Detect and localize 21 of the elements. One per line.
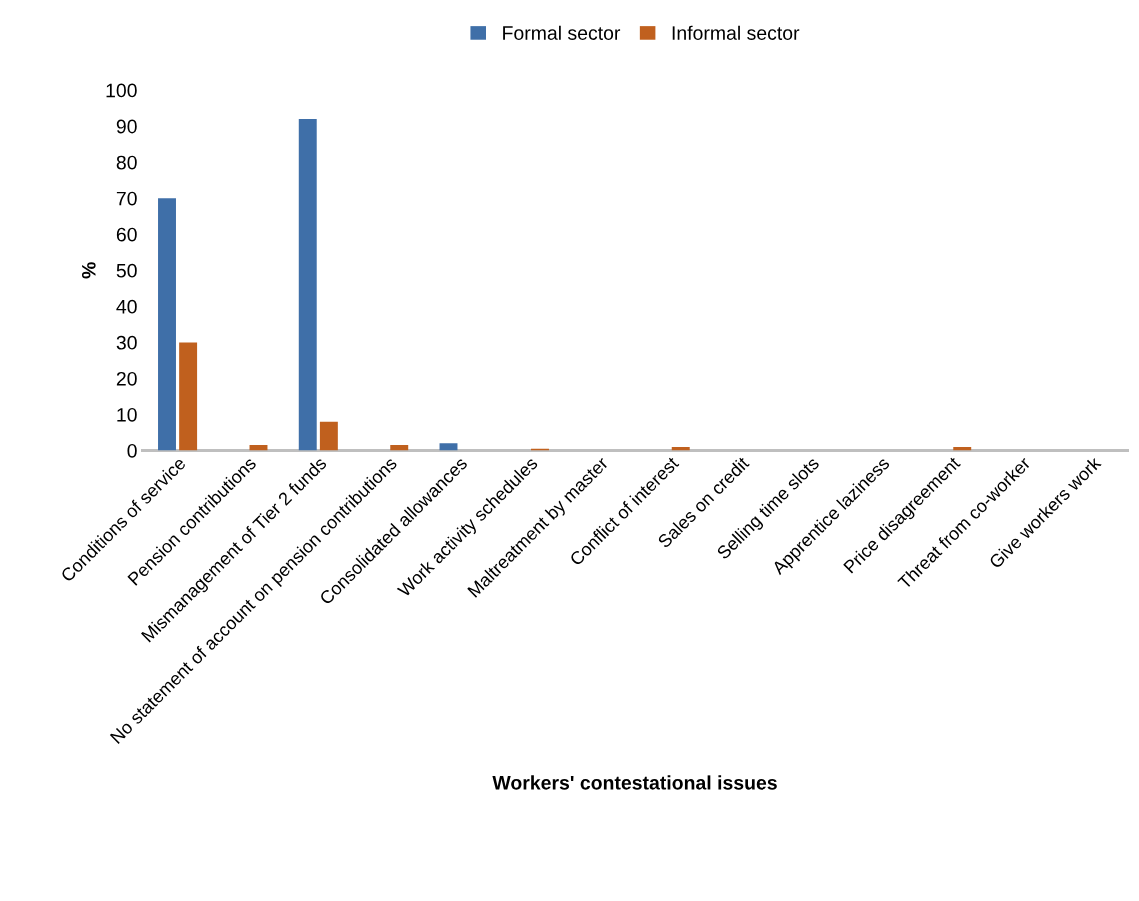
y-tick-label: 10 xyxy=(117,407,137,422)
bar xyxy=(319,421,338,451)
y-tick-label: 30 xyxy=(116,335,137,350)
bar xyxy=(298,118,317,451)
x-axis-title: Workers' contestational issues xyxy=(492,775,777,790)
bar xyxy=(158,198,176,451)
y-axis-title: % xyxy=(81,262,96,279)
y-tick-label: 60 xyxy=(116,227,137,242)
y-tick-label: 0 xyxy=(127,443,137,458)
legend-label: Formal sector xyxy=(503,25,621,40)
y-tick-label: 20 xyxy=(116,371,137,386)
legend-label: Informal sector xyxy=(672,25,800,40)
y-tick-label: 90 xyxy=(116,119,137,134)
y-tick-label: 100 xyxy=(106,83,137,98)
y-tick-label: 50 xyxy=(116,263,137,278)
bar xyxy=(439,443,458,451)
bar xyxy=(390,445,409,451)
y-tick-label: 70 xyxy=(116,191,137,206)
bar xyxy=(179,342,198,451)
y-tick-label: 80 xyxy=(116,155,137,170)
y-tick-label: 40 xyxy=(116,299,137,314)
